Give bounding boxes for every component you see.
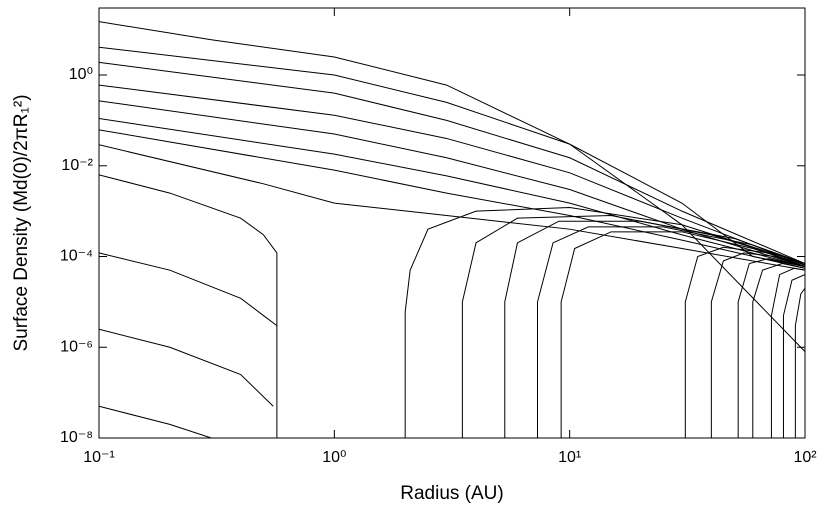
y-tick-label: 10⁻⁶ — [60, 338, 93, 355]
curve — [99, 129, 805, 269]
curve — [99, 174, 278, 438]
curve — [99, 84, 805, 266]
curve — [782, 274, 805, 438]
curves — [99, 21, 805, 438]
plot-frame — [98, 7, 806, 439]
curve — [99, 61, 805, 265]
y-tick-label: 10⁰ — [69, 66, 93, 83]
curve — [770, 267, 805, 438]
x-tick-label: 10² — [793, 449, 817, 466]
curve — [504, 220, 805, 438]
x-axis-label: Radius (AU) — [400, 483, 503, 504]
curve — [710, 252, 805, 438]
y-axis-label: Surface Density (Md(0)/2πR₁²) — [11, 94, 32, 351]
curve — [737, 258, 805, 438]
curve — [537, 226, 805, 438]
curve — [404, 207, 805, 438]
y-tick-label: 10⁻⁴ — [60, 248, 93, 265]
curve — [99, 100, 805, 268]
curve — [99, 328, 274, 407]
y-tick-label: 10⁻⁸ — [60, 429, 93, 446]
x-tick-label: 10⁻¹ — [83, 449, 115, 466]
curve — [99, 144, 805, 271]
curve — [99, 118, 805, 268]
curve — [560, 231, 805, 438]
curve — [99, 405, 212, 438]
curve — [794, 287, 805, 438]
x-tick-label: 10⁰ — [322, 449, 346, 466]
y-tick-label: 10⁻² — [61, 157, 93, 174]
curve — [461, 215, 805, 438]
x-tick-label: 10¹ — [558, 449, 581, 466]
curve — [99, 21, 805, 352]
curve — [99, 252, 278, 327]
curve — [752, 263, 805, 438]
curve — [684, 246, 805, 438]
